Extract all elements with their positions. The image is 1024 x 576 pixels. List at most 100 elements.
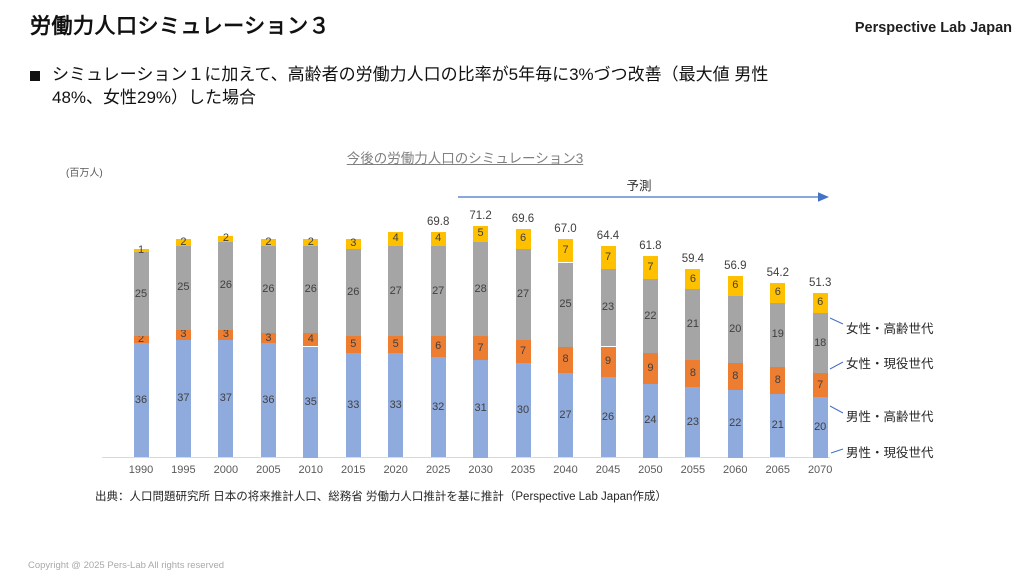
total-value-label: 69.6: [511, 212, 535, 225]
segment-value-label: 35: [304, 395, 317, 408]
segment-value-label: 27: [559, 408, 572, 421]
segment-value-label: 6: [774, 286, 781, 299]
segment-value-label: 26: [219, 279, 233, 292]
bar-segment: 4: [303, 333, 319, 347]
bar-segment: 26: [260, 245, 276, 334]
segment-value-label: 8: [732, 370, 739, 383]
segment-value-label: 6: [732, 279, 739, 292]
bar-segment: 25: [133, 252, 149, 337]
legend-label: 女性・現役世代: [846, 357, 934, 371]
bar-segment: 24: [642, 383, 658, 458]
total-value-label: 64.4: [596, 229, 620, 242]
legend-leader-lines: [829, 317, 844, 454]
brand-text: Perspective Lab Japan: [854, 20, 1012, 36]
x-tick-label: 2000: [213, 464, 239, 476]
segment-value-label: 19: [771, 328, 784, 341]
x-tick-label: 2065: [765, 464, 791, 476]
segment-value-label: 2: [222, 232, 229, 245]
bar-segment: 7: [642, 255, 658, 280]
bar-segment: 8: [727, 363, 743, 391]
segment-value-label: 27: [516, 287, 530, 300]
segment-value-label: 9: [604, 355, 612, 368]
bar-segment: 35: [303, 346, 319, 458]
bar-segment: 6: [430, 336, 446, 357]
total-value-label: 51.3: [808, 276, 832, 289]
x-tick-label: 2050: [638, 464, 663, 476]
bullet-row: シミュレーション１に加えて、高齢者の労働力人口の比率が5年毎に3%づつ改善（最大…: [30, 64, 800, 110]
bar-segment: 7: [600, 245, 616, 270]
segment-value-label: 25: [134, 287, 148, 300]
segment-value-label: 1: [137, 244, 145, 257]
bar-segment: 37: [175, 339, 191, 458]
legend-label: 男性・現役世代: [846, 446, 934, 460]
segment-value-label: 8: [562, 353, 569, 366]
x-tick-label: 2055: [680, 464, 706, 476]
segment-value-label: 22: [644, 309, 657, 322]
forecast-label: 予測: [626, 179, 652, 193]
x-tick-label: 2045: [595, 464, 621, 476]
x-tick-label: 1995: [171, 464, 196, 476]
segment-value-label: 3: [222, 328, 229, 341]
bar-segment: 32: [430, 356, 446, 458]
x-tick-label: 2060: [723, 464, 748, 476]
bar-segment: 5: [345, 336, 361, 354]
x-tick-label: 1990: [128, 464, 154, 476]
x-tick-label: 2005: [256, 464, 281, 476]
page-title: 労働力人口シミュレーション３: [30, 15, 331, 38]
segment-value-label: 4: [435, 232, 442, 245]
bar-segment: 7: [812, 373, 828, 397]
total-value-label: 61.8: [639, 239, 662, 252]
bar-segment: 9: [600, 346, 616, 377]
bar-segment: 25: [558, 262, 573, 347]
bar-segment: 18: [812, 312, 828, 374]
segment-value-label: 3: [180, 328, 187, 341]
segment-value-label: 26: [601, 410, 615, 423]
total-value-label: 67.0: [554, 222, 577, 235]
segment-value-label: 23: [686, 415, 700, 428]
bar-segment: 3: [345, 238, 361, 249]
bar-segment: 31: [473, 360, 489, 458]
x-axis-line: [102, 457, 830, 458]
segment-value-label: 2: [137, 333, 145, 346]
bar-segment: 36: [133, 343, 149, 458]
bar-segment: 3: [260, 332, 276, 344]
bar-segment: 5: [473, 225, 489, 243]
bar-segment: 4: [388, 232, 404, 246]
bar-segment: 2: [175, 235, 191, 248]
segment-value-label: 28: [474, 282, 487, 295]
bar-segment: 23: [600, 269, 616, 347]
segment-value-label: 26: [304, 282, 317, 295]
segment-value-label: 21: [686, 318, 700, 331]
bar-segment: 5: [388, 336, 404, 354]
bar-segment: 4: [430, 232, 446, 246]
x-tick-label: 2040: [553, 464, 578, 476]
bar-segment: 6: [812, 292, 828, 313]
segment-value-label: 2: [180, 235, 187, 248]
segment-value-label: 21: [771, 419, 784, 432]
bar-segment: 22: [727, 390, 743, 458]
segment-value-label: 2: [307, 235, 314, 248]
bar-segment: 19: [770, 302, 786, 367]
segment-value-label: 31: [474, 402, 487, 415]
y-axis-unit-label: (百万人): [66, 168, 103, 179]
segment-value-label: 37: [177, 392, 190, 405]
segment-value-label: 30: [516, 403, 530, 416]
bar-segment: 2: [218, 232, 234, 245]
bar-segment: 6: [515, 228, 531, 250]
bar-segment: 21: [770, 393, 786, 458]
segment-value-label: 33: [347, 398, 360, 411]
segment-value-label: 36: [262, 393, 275, 406]
segment-value-label: 5: [477, 227, 484, 240]
segment-value-label: 6: [435, 339, 442, 352]
bar-segment: 30: [515, 363, 531, 458]
segment-value-label: 4: [392, 232, 399, 245]
x-tick-label: 2035: [510, 464, 536, 476]
segment-value-label: 33: [389, 398, 402, 411]
segment-value-label: 26: [347, 286, 360, 299]
total-value-label: 54.2: [766, 266, 789, 279]
x-tick-label: 2015: [341, 464, 366, 476]
segment-value-label: 5: [392, 338, 399, 351]
bar-segment: 9: [642, 353, 658, 384]
bar-segment: 26: [345, 249, 361, 337]
